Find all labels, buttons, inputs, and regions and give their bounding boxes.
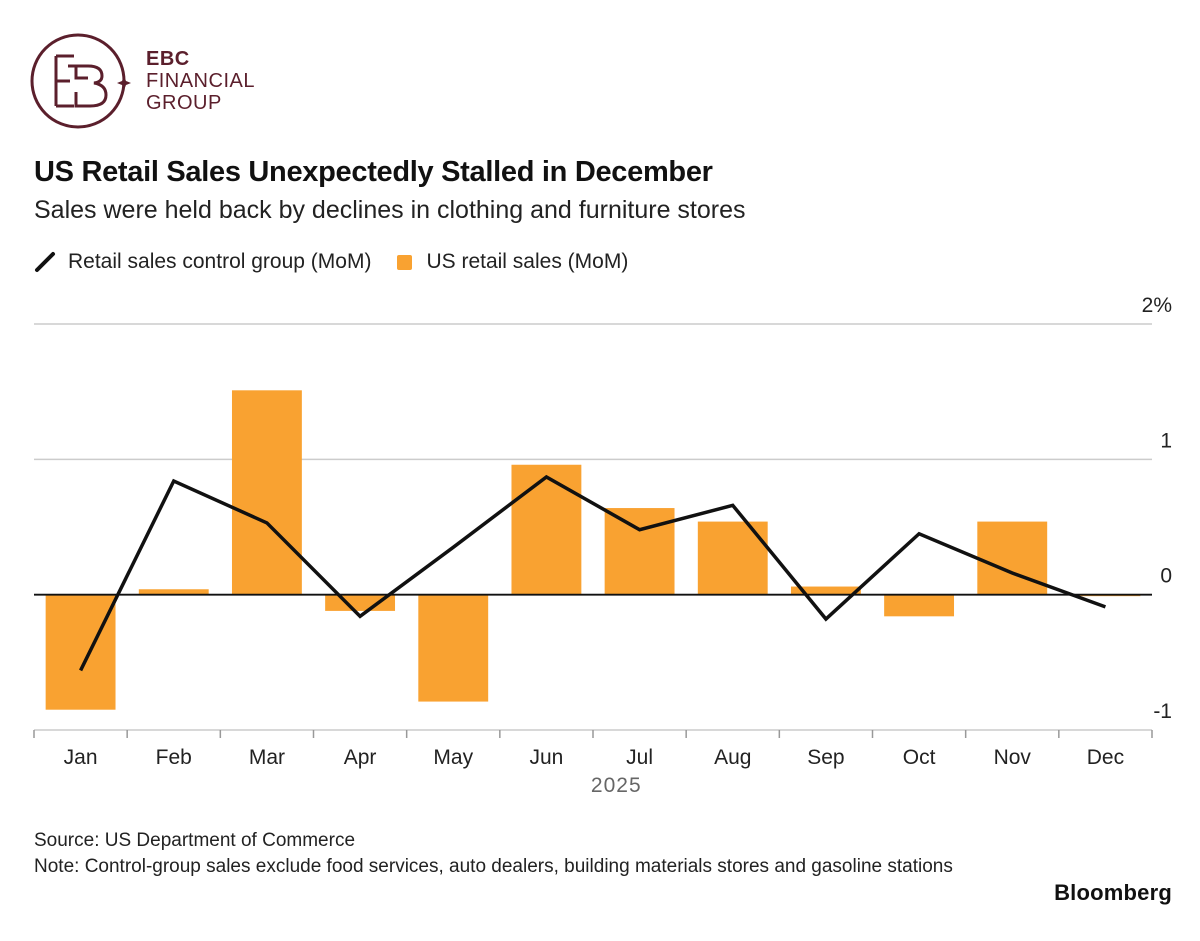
y-tick-label: -1 [1153,700,1172,723]
y-tick-label: 2% [1142,294,1172,317]
x-tick-label: Jul [626,746,653,769]
chart-subtitle: Sales were held back by declines in clot… [34,196,746,224]
bar-mar [231,390,302,595]
ebc-logo-text: EBC FINANCIAL GROUP [146,48,255,114]
footer: Source: US Department of Commerce Note: … [34,828,984,880]
bar-jul [604,508,675,595]
bar-jan [45,594,116,710]
x-tick-label: Sep [807,746,844,769]
ebc-logo [30,32,270,132]
y-tick-label: 0 [1160,565,1172,588]
chart-area: 2% 1 0 -1 Jan Feb Mar Apr May Jun Jul Aug Sep Oct Nov D… [33,294,1172,797]
chart-title: US Retail Sales Unexpectedly Stalled in … [34,156,713,188]
legend-label-control-group: Retail sales control group (MoM) [68,250,372,273]
bar-jun [511,464,582,595]
bar-oct [884,594,955,617]
legend-bar-swatch [397,254,413,270]
x-tick-label: Dec [1087,746,1124,769]
ebc-monogram-icon [30,33,131,129]
legend-item-control-group: Retail sales control group (MoM) [34,250,371,274]
bar-sep [790,586,861,595]
x-tick-label: Aug [714,746,751,769]
x-tick-label: Mar [249,746,285,769]
x-tick-label: Oct [903,746,936,769]
legend-item-retail-sales: US retail sales (MoM) [397,250,628,274]
footnote: Note: Control-group sales exclude food s… [34,856,953,877]
x-axis-year-label: 2025 [591,774,642,797]
x-tick-label: May [433,746,473,769]
bar-may [418,594,489,702]
x-tick-label: Feb [156,746,192,769]
legend-line-icon [35,252,55,272]
x-tick-label: Apr [344,746,377,769]
x-tick-label: Jan [64,746,98,769]
legend: Retail sales control group (MoM) US reta… [34,248,654,276]
source-note: Source: US Department of Commerce [34,830,356,851]
bar-feb [138,589,209,595]
x-tick-label: Nov [994,746,1032,769]
x-tick-label: Jun [529,746,563,769]
logo-line-3: GROUP [146,92,222,114]
y-tick-label: 1 [1160,429,1172,452]
bloomberg-wordmark: Bloomberg [1054,880,1172,905]
control-group-line [79,474,1107,672]
logo-line-2: FINANCIAL [146,70,255,92]
logo-line-1: EBC [146,48,190,70]
legend-label-retail-sales: US retail sales (MoM) [426,250,629,273]
